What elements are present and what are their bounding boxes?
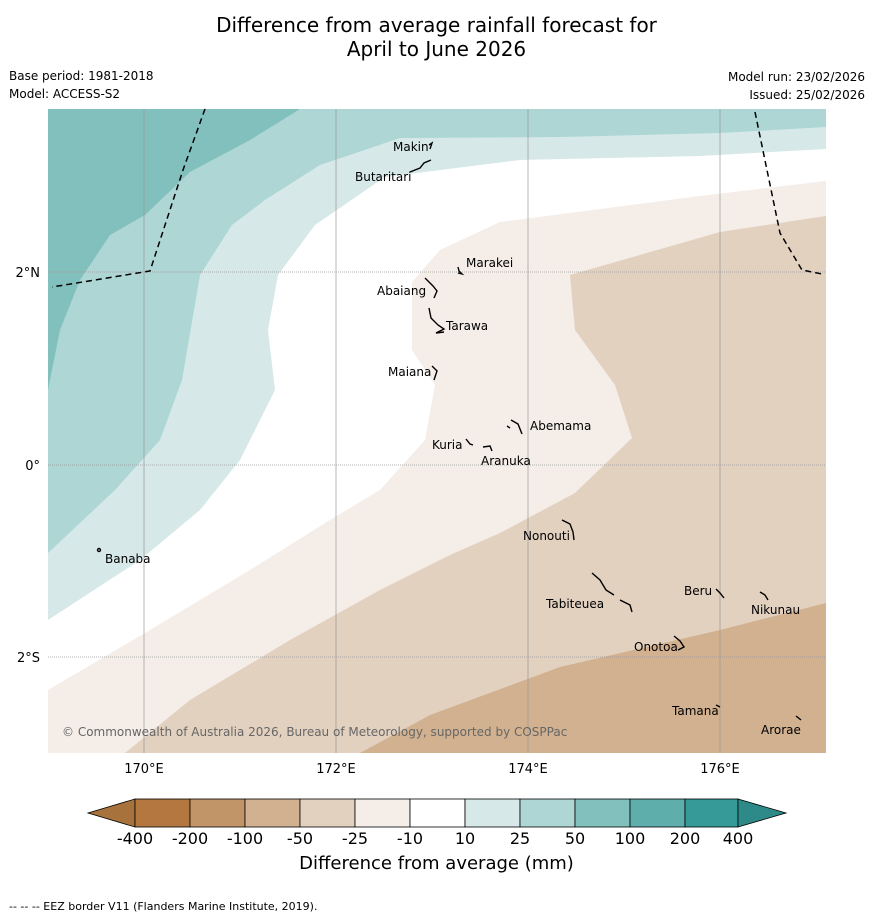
model-name: Model: ACCESS-S2 [9,87,121,101]
lon-label-170e: 170°E [124,762,164,777]
label-tabiteuea: Tabiteuea [545,597,604,611]
label-abaiang: Abaiang [377,284,426,298]
lon-label-172e: 172°E [316,762,356,777]
colorbar-swatch-p25-p50 [519,798,576,828]
label-abemama: Abemama [530,419,591,433]
colorbar-swatch-p100-p200 [629,798,686,828]
colorbar-tick-label: -25 [341,829,369,848]
label-banaba: Banaba [105,552,151,566]
colorbar-swatch-n25-n10 [354,798,411,828]
colorbar-swatch-p50-p100 [574,798,631,828]
copyright-notice: © Commonwealth of Australia 2026, Bureau… [62,725,567,739]
eez-footnote: -- -- -- EEZ border V11 (Flanders Marine… [9,900,318,913]
label-marakei: Marakei [466,256,513,270]
label-beru: Beru [684,584,712,598]
graticule [48,109,826,753]
label-butaritari: Butaritari [355,170,412,184]
eez-borders [51,108,823,288]
colorbar [86,798,788,828]
rainfall-contours [48,109,826,753]
makin-outline [428,141,434,150]
lat-label-2s: 2°S [17,651,40,666]
base-period: Base period: 1981-2018 [9,69,154,83]
lat-label-2n: 2°N [16,266,41,281]
colorbar-tick-label: -100 [226,829,264,848]
label-maiana: Maiana [388,365,431,379]
arorae-outline [795,715,802,721]
colorbar-tick-label: -400 [116,829,154,848]
colorbar-swatch-n50-n25 [299,798,356,828]
lon-label-174e: 174°E [508,762,548,777]
map-title-line-2: April to June 2026 [346,37,527,61]
colorbar-tick-label: -200 [171,829,209,848]
beru-outline [715,588,725,599]
eez-border-west [51,108,206,288]
colorbar-title: Difference from average (mm) [299,853,574,874]
band-pos10-pos25 [48,109,826,620]
onotoa-outline [673,635,686,651]
colorbar-tick-label: 50 [564,829,586,848]
colorbar-swatch-n200-n100 [189,798,246,828]
colorbar-swatch-n100-n50 [244,798,301,828]
colorbar-swatch-p10-p25 [464,798,521,828]
colorbar-tick-label: -10 [396,829,424,848]
map-title-line-1: Difference from average rainfall forecas… [216,13,657,37]
colorbar-tick-label: -50 [286,829,314,848]
tabiteuea-outline [591,572,633,613]
label-aranuka: Aranuka [481,454,531,468]
eez-border-east [754,111,823,275]
label-kuria: Kuria [432,438,463,452]
colorbar-tick-label: 200 [669,829,701,848]
issued-date: Issued: 25/02/2026 [749,88,865,102]
label-makin: Makin [393,140,429,154]
colorbar-tick-label: 25 [509,829,531,848]
band-neg100-neg50 [360,603,826,753]
label-nikunau: Nikunau [751,603,800,617]
marakei-outline [457,266,465,276]
colorbar-tick-label: 10 [454,829,476,848]
banaba-outline [96,547,102,553]
colorbar-arrow-low [86,798,136,828]
island-outlines [96,141,802,721]
colorbar-swatch-n400-n200 [134,798,191,828]
label-arorae: Arorae [761,723,801,737]
nonouti-outline [561,519,575,541]
label-nonouti: Nonouti [523,529,570,543]
colorbar-swatch-n10-p10 [409,798,466,828]
abaiang-outline [424,277,438,299]
lat-label-0: 0° [25,459,40,474]
label-tarawa: Tarawa [445,319,488,333]
colorbar-tick-label: 400 [722,829,754,848]
band-pos50-pos100 [48,109,300,390]
tarawa-outline [428,307,446,334]
model-run-date: Model run: 23/02/2026 [727,70,865,84]
label-onotoa: Onotoa [634,640,678,654]
colorbar-tick-label: 100 [614,829,646,848]
abemama-outline [506,419,523,435]
label-tamana: Tamana [671,704,719,718]
maiana-outline [431,365,438,381]
kuria-outline [465,438,474,446]
nikunau-outline [759,591,769,601]
lon-label-176e: 176°E [700,762,740,777]
tamana-outline [715,704,721,708]
aranuka-outline [482,445,493,452]
butaritari-outline [409,159,432,173]
colorbar-arrow-high [737,798,788,828]
colorbar-swatch-p200-p400 [684,798,739,828]
